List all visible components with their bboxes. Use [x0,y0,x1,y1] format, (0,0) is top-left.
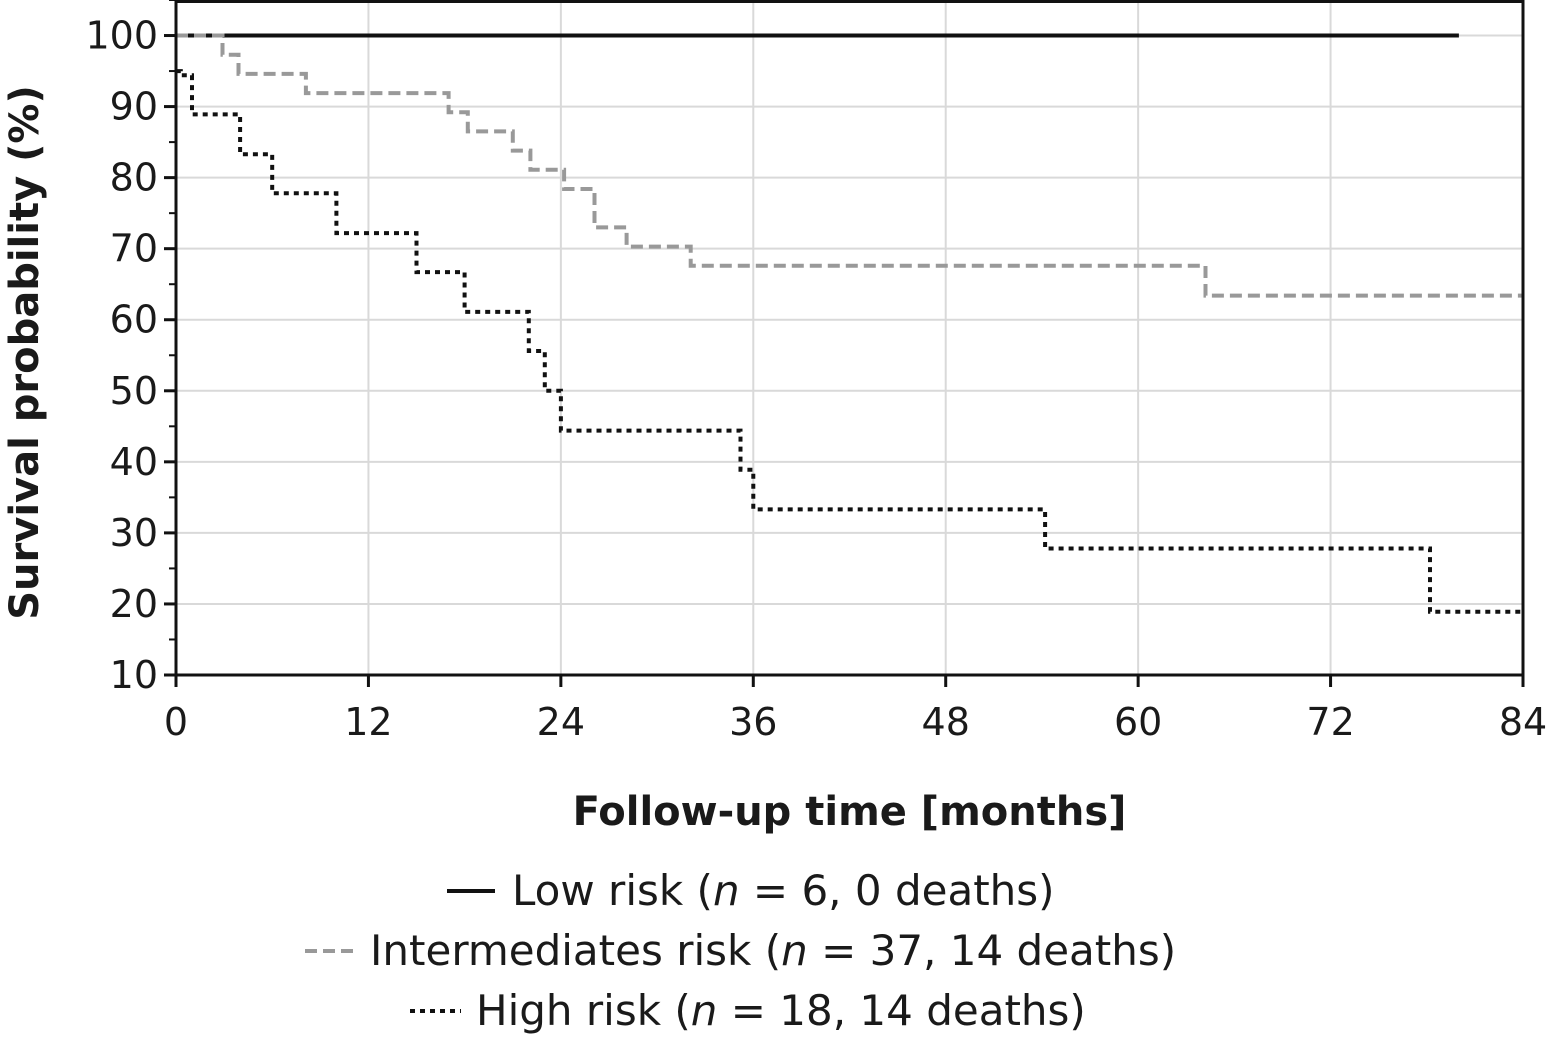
series-line-2 [176,33,1523,298]
y-axis-title: Survival probability (%) [2,85,48,620]
y-tick-label: 10 [110,653,158,697]
x-tick-label: 12 [344,700,392,744]
x-tick-label: 48 [922,700,970,744]
y-tick-label: 100 [85,14,158,58]
legend-label-3: High risk (n = 18, 14 deaths) [476,986,1086,1035]
y-tick-label: 30 [110,511,158,555]
y-tick-label: 70 [110,227,158,271]
legend-label-1: Low risk (n = 6, 0 deaths) [512,866,1055,915]
x-axis-title: Follow-up time [months] [573,789,1127,835]
y-tick-label: 90 [110,85,158,129]
y-tick-label: 50 [110,369,158,413]
axis-ticks: 0 12 24 36 48 60 72 84 10 20 30 40 50 60 70 80 90 100 [85,0,1547,744]
x-tick-label: 0 [164,700,188,744]
x-tick-label: 36 [729,700,777,744]
series-lines [176,33,1523,614]
y-tick-label: 60 [110,298,158,342]
series-line-3 [176,69,1523,614]
grid [175,0,1524,676]
y-tick-label: 80 [110,156,158,200]
x-tick-label: 60 [1114,700,1162,744]
legend-label-2: Intermediates risk (n = 37, 14 deaths) [370,926,1176,975]
x-tick-label: 24 [537,700,585,744]
x-tick-label: 72 [1306,700,1354,744]
x-tick-label: 84 [1499,700,1547,744]
y-tick-label: 40 [110,440,158,484]
plot-frame [174,0,1525,677]
legend: Low risk (n = 6, 0 deaths) Intermediates … [305,866,1176,1035]
y-tick-label: 20 [110,582,158,626]
